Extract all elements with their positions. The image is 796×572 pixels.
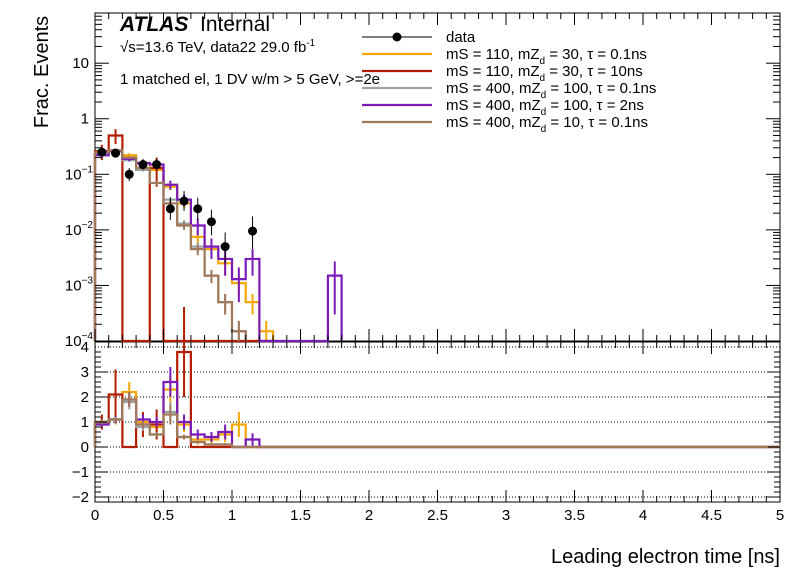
data-point [152, 160, 162, 170]
legend-label-tail: = 100, τ = 0.1ns [546, 80, 656, 97]
x-axis-title: Leading electron time [ns] [551, 546, 780, 568]
legend-label-main: mS = 110, mZ [446, 46, 540, 63]
x-tick-label: 4 [639, 507, 647, 524]
legend-label-subscript: d [540, 73, 546, 84]
energy-lumi-annotation: √s=13.6 TeV, data22 29.0 fb-1 [120, 38, 316, 56]
y-tick-base: 10 [65, 277, 82, 294]
atlas-internal-text: Internal [200, 13, 270, 36]
legend-entry-s4: mS = 400, mZd = 100, τ = 2ns [362, 97, 644, 118]
data-point [111, 148, 121, 158]
x-tick-label: 2 [365, 507, 373, 524]
y-tick-exponent: −4 [82, 331, 94, 342]
x-tick-label: 0.5 [153, 507, 174, 524]
y-tick-base: 10 [65, 166, 82, 183]
y-tick-exponent: −2 [82, 220, 94, 231]
axis-ticks [94, 12, 781, 502]
ratio-series-group [93, 307, 780, 449]
x-tick-label: 3.5 [564, 507, 585, 524]
energy-lumi-text: √s=13.6 TeV, data22 29.0 fb [120, 39, 306, 56]
data-point [179, 196, 189, 206]
y-tick-exponent: −3 [82, 275, 94, 286]
legend-label-s1: mS = 110, mZd = 30, τ = 0.1ns [446, 46, 647, 67]
legend-label-s2: mS = 110, mZd = 30, τ = 10ns [446, 63, 643, 84]
y-tick-label-ratio: 1 [81, 414, 89, 431]
data-point [248, 226, 258, 236]
data-point [193, 204, 203, 214]
y-tick-label-upper: 10 [72, 55, 89, 72]
legend-label-subscript: d [541, 107, 547, 118]
y-tick-label-ratio: 0 [81, 439, 89, 456]
legend-entry-data: data [362, 29, 476, 46]
legend-label-tail: = 100, τ = 2ns [546, 97, 644, 114]
data-point [220, 242, 230, 252]
y-tick-label-upper: 10−4 [65, 331, 94, 350]
y-axis-title: Frac. Events [31, 16, 53, 128]
legend-entry-s5: mS = 400, mZd = 10, τ = 0.1ns [362, 114, 648, 135]
legend-label-main: mS = 400, mZ [446, 114, 541, 131]
legend-entry-s3: mS = 400, mZd = 100, τ = 0.1ns [362, 80, 656, 101]
data-points-group [97, 147, 258, 264]
y-tick-exponent: −1 [82, 164, 94, 175]
x-tick-label: 0 [91, 507, 99, 524]
y-tick-label-ratio: 3 [81, 364, 89, 381]
data-point [124, 169, 134, 179]
x-tick-label: 1.5 [290, 507, 311, 524]
selection-annotation: 1 matched el, 1 DV w/m > 5 GeV, >=2e [120, 71, 380, 88]
y-tick-label-ratio: 4 [81, 339, 89, 356]
legend-entry-s1: mS = 110, mZd = 30, τ = 0.1ns [362, 46, 647, 67]
x-tick-label: 4.5 [701, 507, 722, 524]
legend-label-main: data [446, 29, 476, 46]
legend-label-s3: mS = 400, mZd = 100, τ = 0.1ns [446, 80, 656, 101]
data-point [138, 160, 148, 170]
legend-label-tail: = 10, τ = 0.1ns [546, 114, 648, 131]
y-tick-base: 10 [65, 222, 82, 239]
legend-label-s5: mS = 400, mZd = 10, τ = 0.1ns [446, 114, 648, 135]
data-point [97, 147, 107, 157]
x-tick-label: 5 [776, 507, 784, 524]
ratio-hist-s5 [93, 398, 780, 449]
y-tick-label-ratio: 2 [81, 389, 89, 406]
legend-label-data: data [446, 29, 476, 46]
y-tick-label-upper: 10−1 [65, 164, 94, 183]
y-tick-label-upper: 10−2 [65, 220, 94, 239]
legend-label-tail: = 30, τ = 10ns [545, 63, 643, 80]
legend-label-main: mS = 400, mZ [446, 97, 541, 114]
legend-entry-s2: mS = 110, mZd = 30, τ = 10ns [362, 63, 643, 84]
y-tick-base: 10 [65, 333, 82, 350]
x-tick-label: 1 [228, 507, 236, 524]
legend-marker-data [392, 32, 402, 42]
data-point [165, 204, 175, 214]
data-point [206, 217, 216, 227]
axis-tick-labels: 0 0.5 1 1.5 2 2.5 3 3.5 4 4.5 510110−110−210−310−4… [65, 55, 784, 524]
legend-label-main: mS = 110, mZ [446, 63, 540, 80]
legend-label-subscript: d [540, 56, 546, 67]
y-tick-label-ratio: −2 [72, 489, 89, 506]
y-tick-label-ratio: −1 [72, 464, 89, 481]
lumi-exponent: -1 [306, 38, 315, 49]
y-tick-label-upper: 1 [81, 111, 89, 128]
atlas-label: ATLAS Internal [119, 13, 270, 36]
legend-label-tail: = 30, τ = 0.1ns [545, 46, 647, 63]
legend-label-subscript: d [541, 90, 547, 101]
y-tick-label-upper: 10−3 [65, 275, 94, 294]
x-tick-label: 3 [502, 507, 510, 524]
legend-label-s4: mS = 400, mZd = 100, τ = 2ns [446, 97, 644, 118]
x-tick-label: 2.5 [427, 507, 448, 524]
atlas-text: ATLAS [119, 13, 188, 36]
legend-label-subscript: d [541, 124, 547, 135]
legend-label-main: mS = 400, mZ [446, 80, 541, 97]
